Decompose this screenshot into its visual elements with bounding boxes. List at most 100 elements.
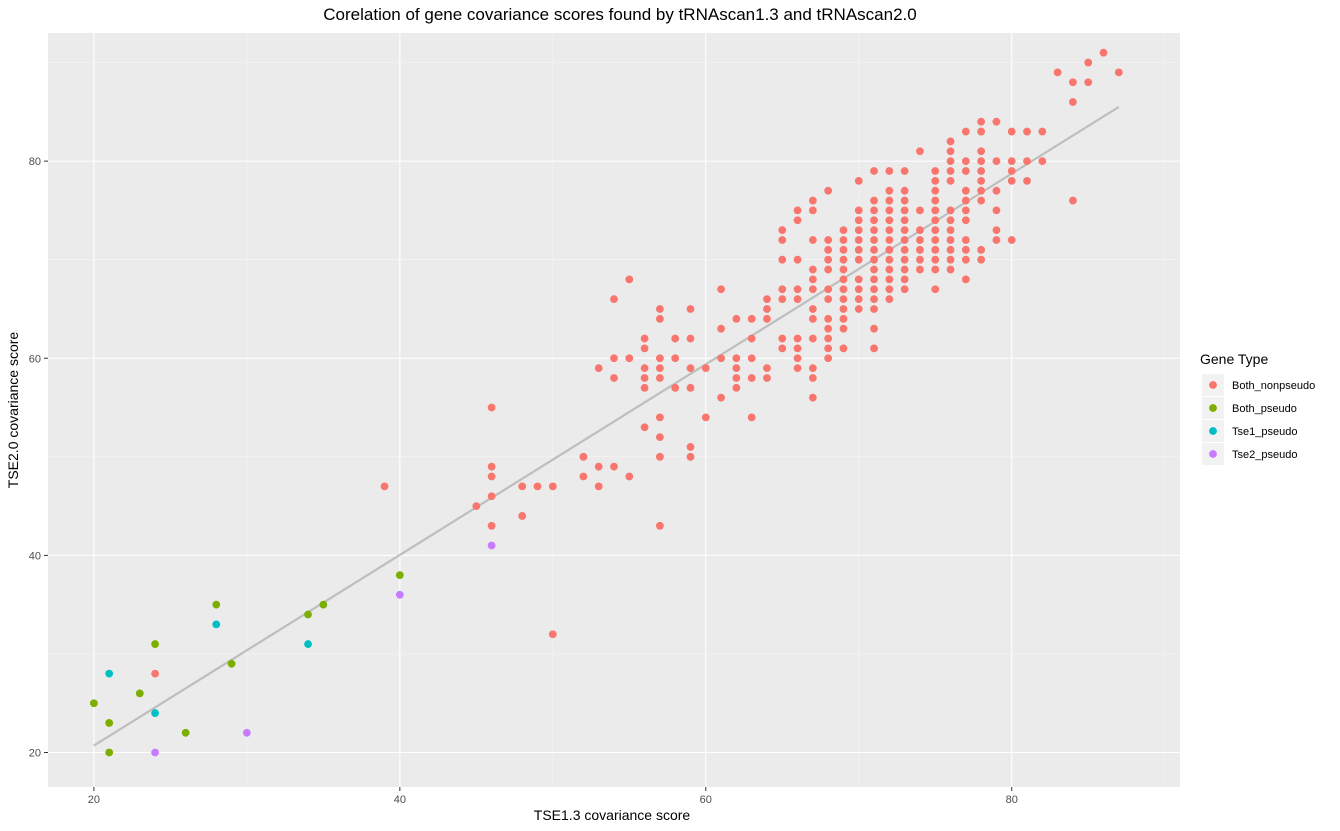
point-both-nonpseudo — [717, 285, 725, 294]
point-both-nonpseudo — [961, 196, 970, 205]
point-both-nonpseudo — [931, 196, 940, 205]
point-both-nonpseudo — [946, 147, 955, 156]
legend-label: Both_pseudo — [1232, 403, 1297, 415]
point-both-nonpseudo — [747, 374, 756, 382]
point-both-nonpseudo — [870, 295, 878, 304]
point-both-nonpseudo — [655, 413, 664, 422]
point-both-pseudo — [181, 728, 190, 737]
point-both-nonpseudo — [763, 295, 771, 304]
point-both-nonpseudo — [1007, 127, 1016, 136]
point-both-nonpseudo — [793, 285, 802, 294]
point-both-nonpseudo — [900, 255, 909, 264]
point-both-nonpseudo — [610, 354, 618, 363]
point-both-nonpseudo — [916, 245, 924, 254]
point-both-nonpseudo — [701, 364, 710, 373]
point-both-nonpseudo — [885, 245, 894, 254]
point-both-nonpseudo — [824, 186, 833, 195]
point-both-nonpseudo — [824, 236, 833, 244]
point-both-nonpseudo — [977, 117, 986, 126]
legend-key-both-nonpseudo — [1209, 381, 1217, 389]
point-both-nonpseudo — [1069, 196, 1077, 205]
point-both-nonpseudo — [763, 374, 771, 382]
point-both-nonpseudo — [655, 305, 664, 313]
point-both-nonpseudo — [870, 344, 878, 353]
trend-line — [93, 105, 1120, 747]
point-both-nonpseudo — [1038, 157, 1047, 166]
y-tick-label: 60 — [29, 353, 41, 365]
point-both-nonpseudo — [900, 167, 909, 175]
point-both-nonpseudo — [839, 344, 848, 353]
point-both-nonpseudo — [808, 275, 817, 284]
point-both-nonpseudo — [961, 167, 970, 175]
point-both-nonpseudo — [992, 117, 1001, 126]
point-both-nonpseudo — [870, 265, 878, 274]
point-both-nonpseudo — [610, 295, 618, 304]
point-both-nonpseudo — [885, 226, 894, 235]
point-both-nonpseudo — [487, 492, 496, 501]
point-both-nonpseudo — [961, 206, 970, 215]
point-both-nonpseudo — [839, 285, 848, 294]
x-axis-ticks: 20 40 60 80 — [88, 787, 1018, 806]
panel-background — [48, 33, 1180, 787]
point-both-nonpseudo — [747, 413, 756, 422]
point-both-nonpseudo — [870, 324, 878, 333]
point-both-nonpseudo — [931, 236, 940, 244]
point-both-nonpseudo — [732, 383, 741, 392]
point-both-nonpseudo — [1038, 127, 1047, 136]
point-both-nonpseudo — [961, 186, 970, 195]
point-both-nonpseudo — [487, 472, 496, 481]
point-both-nonpseudo — [686, 383, 695, 392]
point-both-nonpseudo — [778, 334, 787, 343]
point-both-nonpseudo — [1023, 127, 1031, 136]
point-tse2-pseudo — [242, 728, 251, 737]
point-both-nonpseudo — [763, 305, 771, 313]
point-tse2-pseudo — [151, 748, 159, 757]
point-both-nonpseudo — [854, 226, 863, 235]
point-both-nonpseudo — [763, 314, 771, 323]
point-both-nonpseudo — [717, 354, 725, 363]
point-both-nonpseudo — [732, 314, 741, 323]
x-tick-label: 60 — [700, 794, 712, 806]
point-both-nonpseudo — [579, 452, 588, 461]
point-both-nonpseudo — [808, 314, 817, 323]
point-both-nonpseudo — [686, 305, 695, 313]
point-both-nonpseudo — [961, 245, 970, 254]
point-both-nonpseudo — [655, 521, 664, 530]
point-both-nonpseudo — [533, 482, 542, 491]
point-both-nonpseudo — [961, 255, 970, 264]
point-both-nonpseudo — [671, 334, 680, 343]
point-both-nonpseudo — [900, 275, 909, 284]
point-both-nonpseudo — [793, 255, 802, 264]
point-tse1-pseudo — [212, 620, 221, 629]
point-both-pseudo — [319, 600, 328, 609]
point-both-nonpseudo — [640, 423, 649, 432]
point-both-nonpseudo — [839, 236, 848, 244]
point-both-nonpseudo — [839, 226, 848, 235]
point-both-nonpseudo — [793, 364, 802, 373]
y-tick-label: 80 — [29, 156, 41, 168]
point-both-nonpseudo — [1099, 48, 1108, 57]
legend-key-both-pseudo — [1209, 404, 1217, 412]
legend-key-tse1-pseudo — [1209, 427, 1217, 435]
point-both-nonpseudo — [961, 216, 970, 225]
point-both-nonpseudo — [472, 502, 481, 510]
point-both-nonpseudo — [793, 216, 802, 225]
point-both-nonpseudo — [946, 236, 955, 244]
point-both-nonpseudo — [839, 305, 848, 313]
point-both-nonpseudo — [916, 236, 924, 244]
x-tick-label: 80 — [1006, 794, 1018, 806]
point-both-nonpseudo — [793, 334, 802, 343]
point-both-nonpseudo — [824, 265, 833, 274]
point-both-nonpseudo — [640, 344, 649, 353]
point-both-nonpseudo — [885, 265, 894, 274]
point-both-nonpseudo — [686, 364, 695, 373]
point-both-nonpseudo — [870, 305, 878, 313]
point-both-nonpseudo — [732, 374, 741, 382]
point-both-nonpseudo — [793, 354, 802, 363]
point-both-nonpseudo — [594, 482, 603, 491]
point-both-nonpseudo — [900, 285, 909, 294]
y-axis-title: TSE2.0 covariance score — [5, 332, 21, 489]
point-both-nonpseudo — [870, 255, 878, 264]
point-both-pseudo — [212, 600, 221, 609]
point-both-nonpseudo — [946, 226, 955, 235]
